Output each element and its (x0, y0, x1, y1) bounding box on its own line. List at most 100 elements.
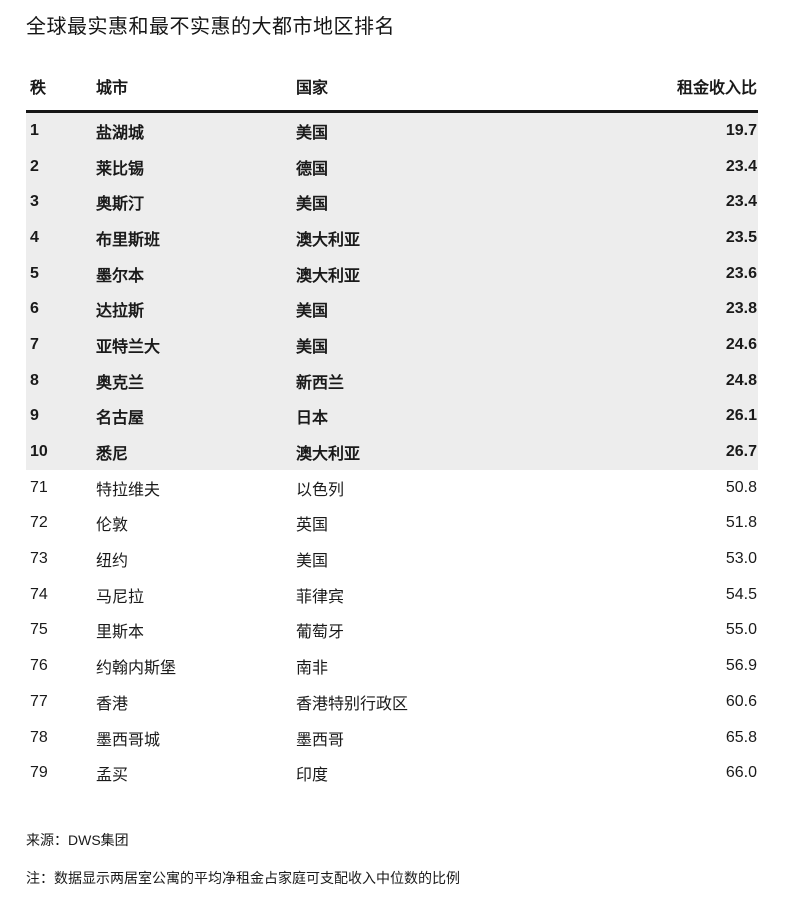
cell-country: 南非 (296, 660, 329, 678)
table-row: 1 盐湖城 美国 19.7 (26, 113, 758, 149)
cell-city: 盐湖城 (96, 124, 145, 142)
table-row: 72 伦敦 英国 51.8 (26, 505, 758, 542)
cell-rank: 2 (30, 157, 39, 175)
cell-city: 奥克兰 (96, 374, 145, 392)
cell-country: 葡萄牙 (296, 624, 345, 642)
table-body: 1 盐湖城 美国 19.7 2 莱比锡 德国 23.4 3 奥斯汀 美国 23.… (26, 113, 758, 792)
cell-city: 达拉斯 (96, 303, 145, 321)
cell-country: 香港特别行政区 (296, 695, 409, 713)
cell-ratio: 19.7 (725, 121, 757, 139)
cell-rank: 10 (30, 443, 48, 461)
table-row: 5 墨尔本 澳大利亚 23.6 (26, 255, 758, 292)
table-row: 8 奥克兰 新西兰 24.8 (26, 362, 758, 399)
cell-rank: 72 (30, 514, 48, 532)
cell-ratio: 53.0 (725, 550, 757, 568)
cell-country: 美国 (296, 303, 329, 321)
cell-ratio: 26.1 (725, 407, 757, 425)
cell-country: 美国 (296, 553, 329, 571)
cell-ratio: 26.7 (725, 443, 757, 461)
cell-country: 德国 (296, 160, 329, 178)
cell-rank: 1 (30, 121, 39, 139)
cell-rank: 73 (30, 550, 48, 568)
footnote-text: 注：数据显示两居室公寓的平均净租金占家庭可支配收入中位数的比例 (26, 870, 460, 887)
cell-country: 澳大利亚 (296, 446, 361, 464)
cell-ratio: 54.5 (725, 585, 757, 603)
cell-ratio: 56.9 (725, 657, 757, 675)
cell-city: 奥斯汀 (96, 196, 145, 214)
cell-rank: 4 (30, 228, 39, 246)
cell-rank: 7 (30, 335, 39, 353)
cell-rank: 8 (30, 371, 39, 389)
cell-country: 印度 (296, 767, 329, 785)
cell-city: 约翰内斯堡 (96, 660, 177, 678)
page-title: 全球最实惠和最不实惠的大都市地区排名 (26, 16, 395, 38)
table-row: 3 奥斯汀 美国 23.4 (26, 184, 758, 221)
cell-city: 莱比锡 (96, 160, 145, 178)
cell-country: 日本 (296, 410, 329, 428)
cell-city: 名古屋 (96, 410, 145, 428)
cell-ratio: 23.4 (725, 157, 757, 175)
cell-country: 澳大利亚 (296, 231, 361, 249)
cell-country: 英国 (296, 517, 329, 535)
cell-city: 墨西哥城 (96, 731, 161, 749)
table-row: 76 约翰内斯堡 南非 56.9 (26, 648, 758, 684)
cell-city: 纽约 (96, 553, 129, 571)
table-row: 78 墨西哥城 墨西哥 65.8 (26, 719, 758, 756)
cell-ratio: 51.8 (725, 514, 757, 532)
cell-country: 澳大利亚 (296, 267, 361, 285)
cell-ratio: 65.8 (725, 728, 757, 746)
source-text: 来源：DWS集团 (26, 832, 129, 849)
cell-ratio: 23.6 (725, 264, 757, 282)
cell-city: 马尼拉 (96, 588, 145, 606)
table-row: 9 名古屋 日本 26.1 (26, 398, 758, 435)
table-row: 74 马尼拉 菲律宾 54.5 (26, 576, 758, 613)
cell-rank: 3 (30, 193, 39, 211)
cell-ratio: 55.0 (725, 621, 757, 639)
cell-country: 美国 (296, 196, 329, 214)
table-row: 79 孟买 印度 66.0 (26, 755, 758, 792)
cell-city: 墨尔本 (96, 267, 145, 285)
column-header-country: 国家 (296, 80, 329, 97)
cell-ratio: 23.5 (725, 228, 757, 246)
cell-ratio: 23.8 (725, 300, 757, 318)
cell-city: 孟买 (96, 767, 129, 785)
cell-ratio: 50.8 (725, 478, 757, 496)
cell-rank: 5 (30, 264, 39, 282)
column-header-ratio: 租金收入比 (676, 80, 757, 97)
table-row: 2 莱比锡 德国 23.4 (26, 148, 758, 185)
cell-rank: 71 (30, 478, 48, 496)
cell-country: 菲律宾 (296, 588, 345, 606)
cell-rank: 79 (30, 764, 48, 782)
cell-ratio: 60.6 (725, 692, 757, 710)
table-row: 10 悉尼 澳大利亚 26.7 (26, 434, 758, 470)
cell-country: 新西兰 (296, 374, 345, 392)
cell-city: 里斯本 (96, 624, 145, 642)
table-row: 4 布里斯班 澳大利亚 23.5 (26, 220, 758, 256)
table-row: 6 达拉斯 美国 23.8 (26, 291, 758, 328)
cell-ratio: 24.6 (725, 335, 757, 353)
table-row: 77 香港 香港特别行政区 60.6 (26, 684, 758, 720)
column-header-city: 城市 (96, 80, 129, 97)
cell-city: 特拉维夫 (96, 481, 161, 499)
cell-country: 美国 (296, 338, 329, 356)
cell-country: 墨西哥 (296, 731, 345, 749)
cell-ratio: 23.4 (725, 193, 757, 211)
table-row: 71 特拉维夫 以色列 50.8 (26, 469, 758, 506)
cell-city: 布里斯班 (96, 231, 161, 249)
cell-country: 以色列 (296, 481, 345, 499)
cell-city: 悉尼 (96, 446, 129, 464)
cell-rank: 9 (30, 407, 39, 425)
cell-city: 亚特兰大 (96, 338, 161, 356)
cell-ratio: 24.8 (725, 371, 757, 389)
cell-rank: 75 (30, 621, 48, 639)
ranking-table: 秩 城市 国家 租金收入比 1 盐湖城 美国 19.7 2 莱比锡 德国 23.… (26, 78, 758, 792)
column-header-rank: 秩 (30, 80, 47, 97)
cell-country: 美国 (296, 124, 329, 142)
table-row: 73 纽约 美国 53.0 (26, 541, 758, 577)
cell-rank: 76 (30, 657, 48, 675)
table-header-row: 秩 城市 国家 租金收入比 (26, 78, 758, 113)
cell-rank: 78 (30, 728, 48, 746)
cell-ratio: 66.0 (725, 764, 757, 782)
cell-rank: 6 (30, 300, 39, 318)
